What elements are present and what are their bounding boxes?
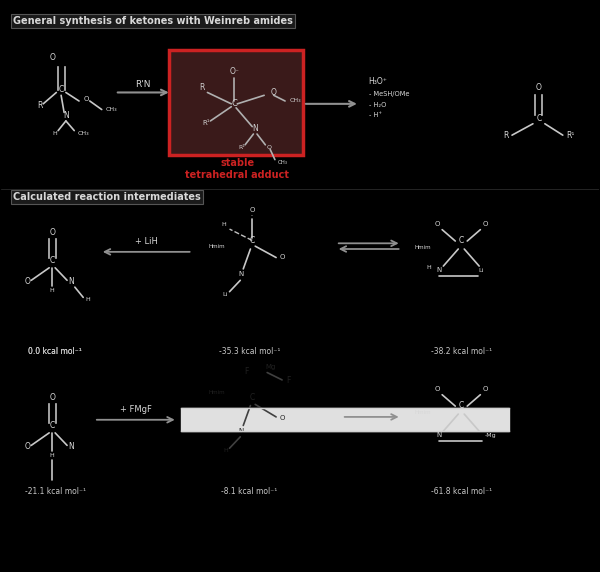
Text: C: C (458, 402, 464, 410)
Text: C: C (250, 393, 255, 402)
Text: O: O (434, 221, 440, 227)
Text: - H₂O: - H₂O (368, 102, 386, 108)
Text: N: N (68, 277, 74, 286)
Text: -38.2 kcal mol⁻¹: -38.2 kcal mol⁻¹ (431, 347, 492, 356)
Text: H: H (50, 453, 55, 458)
Text: -35.3 kcal mol⁻¹: -35.3 kcal mol⁻¹ (218, 347, 280, 356)
Text: R'N: R'N (135, 80, 151, 89)
Text: O: O (49, 228, 55, 237)
Text: Calculated reaction intermediates: Calculated reaction intermediates (13, 192, 201, 202)
Text: + LiH: + LiH (135, 237, 158, 247)
Text: O: O (434, 386, 440, 392)
Text: N: N (68, 442, 74, 451)
Text: O: O (266, 145, 271, 150)
Text: O: O (49, 53, 55, 62)
Text: CH₃: CH₃ (289, 98, 301, 103)
Text: R: R (503, 131, 509, 140)
Text: H: H (223, 448, 228, 453)
Text: - MeSH/OMe: - MeSH/OMe (368, 92, 409, 97)
Text: F: F (286, 376, 290, 385)
Text: H: H (50, 288, 55, 293)
Text: O: O (482, 386, 488, 392)
Text: R¹: R¹ (238, 145, 245, 150)
Text: H: H (53, 131, 58, 136)
Text: Hmim: Hmim (208, 244, 225, 249)
Text: N: N (436, 432, 441, 438)
Text: O⁻: O⁻ (229, 67, 239, 76)
Text: O: O (482, 221, 488, 227)
Text: C: C (232, 100, 237, 108)
Text: O: O (49, 393, 55, 402)
Text: N: N (436, 267, 441, 273)
Text: C: C (50, 422, 55, 430)
Text: stable
tetrahedral adduct: stable tetrahedral adduct (185, 158, 289, 180)
Text: Hmim: Hmim (414, 410, 431, 415)
Text: 0.0 kcal mol⁻¹: 0.0 kcal mol⁻¹ (28, 347, 82, 356)
Text: 0.0 kcal mol⁻¹: 0.0 kcal mol⁻¹ (28, 347, 82, 356)
Text: CH₃: CH₃ (106, 107, 118, 112)
Text: -21.1 kcal mol⁻¹: -21.1 kcal mol⁻¹ (25, 487, 86, 496)
Text: C: C (50, 256, 55, 265)
Text: C: C (58, 85, 64, 94)
Text: -8.1 kcal mol⁻¹: -8.1 kcal mol⁻¹ (221, 487, 277, 496)
Bar (181, 408, 509, 431)
Text: O: O (536, 82, 542, 92)
Text: -61.8 kcal mol⁻¹: -61.8 kcal mol⁻¹ (431, 487, 492, 496)
Text: H: H (426, 265, 431, 270)
Text: O: O (280, 254, 285, 260)
Text: Mg: Mg (265, 364, 275, 370)
Text: - H⁺: - H⁺ (368, 112, 382, 118)
Text: O: O (24, 442, 30, 451)
Text: Li: Li (479, 268, 484, 273)
Text: C: C (458, 236, 464, 245)
Text: + FMgF: + FMgF (120, 406, 152, 414)
Text: R¹: R¹ (202, 121, 209, 126)
Text: General synthesis of ketones with Weinreb amides: General synthesis of ketones with Weinre… (13, 15, 293, 26)
Text: F: F (244, 367, 248, 376)
Text: R¹: R¹ (566, 131, 574, 140)
Text: -Mg: -Mg (485, 433, 497, 438)
Text: N: N (253, 124, 258, 133)
Text: C: C (536, 114, 542, 123)
Text: Li: Li (223, 292, 228, 297)
Text: C: C (250, 236, 255, 245)
Text: N: N (239, 271, 244, 277)
Text: -: - (251, 213, 253, 218)
Text: Hmim: Hmim (414, 245, 431, 250)
Text: H: H (221, 223, 226, 227)
Text: O: O (270, 88, 276, 97)
Text: N: N (239, 428, 244, 434)
Text: O: O (280, 415, 285, 421)
FancyBboxPatch shape (169, 50, 303, 155)
Text: O: O (84, 96, 89, 102)
Text: H: H (86, 297, 91, 302)
Text: N: N (63, 111, 69, 120)
Text: CH₃: CH₃ (277, 160, 287, 165)
Text: CH₃: CH₃ (78, 131, 89, 136)
Text: R: R (199, 82, 204, 92)
Text: Hmim: Hmim (208, 390, 225, 395)
Text: R: R (38, 101, 43, 110)
Text: O: O (250, 207, 255, 213)
Text: O: O (24, 277, 30, 286)
Text: H₃O⁺: H₃O⁺ (368, 77, 388, 86)
